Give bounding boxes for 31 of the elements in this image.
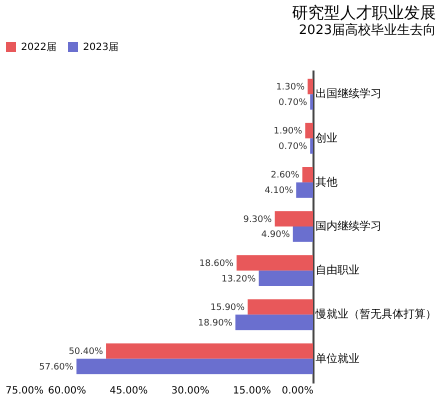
data-label: 0.70% [278,98,308,108]
y-tick-label: 创业 [316,131,338,144]
data-label: 18.60% [199,258,234,269]
y-tick-label: 国内继续学习 [316,220,382,232]
text: 研究型人才职业发展 [292,3,436,22]
legend-label: 2023届 [83,42,118,53]
data-label: 1.30% [276,82,306,93]
data-label: 2.60% [270,170,300,181]
x-tick-label: 75.00% [6,386,44,396]
data-label: 13.20% [221,274,256,284]
y-tick-label: 慢就业（暂无具体打算） [314,308,436,321]
y-tick-label: 单位就业 [316,352,360,365]
data-label: 15.90% [210,302,246,313]
data-label: 4.90% [261,230,290,240]
data-label: 9.30% [243,214,272,225]
y-tick-label: 出国继续学习 [316,87,382,100]
data-label: 4.10% [264,186,294,196]
x-tick-label: 45.00% [110,386,148,396]
x-tick-label: 15.00% [232,386,271,396]
data-label: 18.90% [198,318,233,328]
data-label: 1.90% [274,126,303,137]
y-tick-label: 其他 [316,175,338,188]
x-tick-label: 0.00% [282,386,314,396]
data-label: 0.70% [278,142,308,152]
text: 2023届高校毕业生去向 [298,22,436,38]
legend-label: 2022届 [21,42,56,53]
x-tick-label: 30.00% [171,386,210,396]
data-label: 57.60% [39,362,74,372]
data-label: 50.40% [68,347,104,358]
y-tick-label: 自由职业 [316,264,360,277]
x-tick-label: 60.00% [48,386,86,396]
